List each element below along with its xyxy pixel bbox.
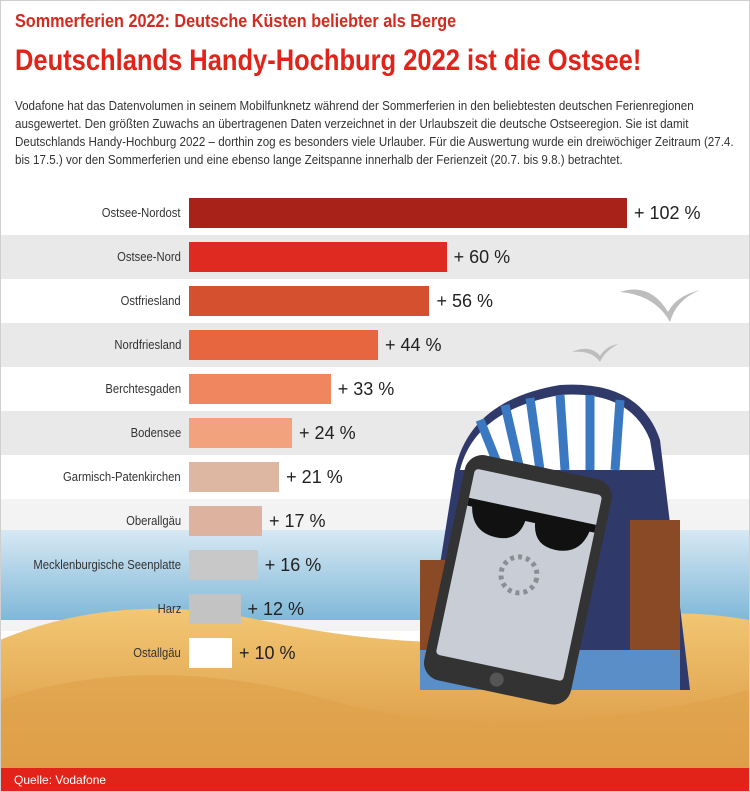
category-label: Ostsee-Nord: [117, 250, 181, 264]
bar-garmisch-patenkirchen: [189, 462, 280, 492]
bar-chart: Ostsee-Nordost + 102 % Ostsee-Nord + 60 % Os…: [33, 198, 701, 668]
value-label: + 44 %: [384, 335, 442, 355]
value-label: + 56 %: [436, 291, 494, 311]
value-label: + 60 %: [453, 247, 511, 267]
bar-ostallg-u: [189, 638, 232, 668]
category-label: Ostsee-Nordost: [102, 206, 181, 220]
value-label: + 33 %: [337, 379, 395, 399]
category-label: Ostfriesland: [120, 294, 181, 308]
category-label: Oberallgäu: [125, 514, 181, 528]
seagull-icon: [572, 344, 618, 362]
footer-source: Quelle: Vodafone: [0, 768, 750, 792]
value-label: + 12 %: [247, 599, 305, 619]
kicker: Sommerferien 2022: Deutsche Küsten belie…: [15, 11, 457, 31]
value-label: + 17 %: [269, 511, 326, 531]
beach-scene-illustration: [0, 289, 750, 768]
category-label: Bodensee: [130, 426, 181, 440]
bar-ostsee-nordost: [189, 198, 627, 228]
category-label: Berchtesgaden: [105, 382, 181, 396]
value-label: + 10 %: [238, 643, 296, 663]
category-label: Harz: [157, 602, 181, 616]
value-label: + 16 %: [264, 555, 322, 575]
value-label: + 24 %: [299, 423, 356, 443]
bar-ostsee-nord: [189, 242, 447, 272]
bar-oberallg-u: [189, 506, 262, 536]
smartphone-with-sunglasses: [423, 455, 612, 705]
category-label: Mecklenburgische Seenplatte: [33, 558, 181, 572]
value-label: + 102 %: [634, 203, 701, 223]
bar-mecklenburgische-seenplatte: [189, 550, 258, 580]
category-label: Garmisch-Patenkirchen: [63, 470, 181, 484]
category-label: Nordfriesland: [114, 338, 181, 352]
bar-berchtesgaden: [189, 374, 331, 404]
intro-text: Vodafone hat das Datenvolumen in seinem …: [15, 98, 734, 167]
seagull-icon: [620, 289, 700, 322]
value-label: + 21 %: [286, 467, 343, 487]
bar-bodensee: [189, 418, 293, 448]
bar-ostfriesland: [189, 286, 430, 316]
page-title: Deutschlands Handy-Hochburg 2022 ist die…: [15, 44, 642, 77]
bar-harz: [189, 594, 241, 624]
bar-nordfriesland: [189, 330, 378, 360]
category-label: Ostallgäu: [133, 646, 181, 660]
